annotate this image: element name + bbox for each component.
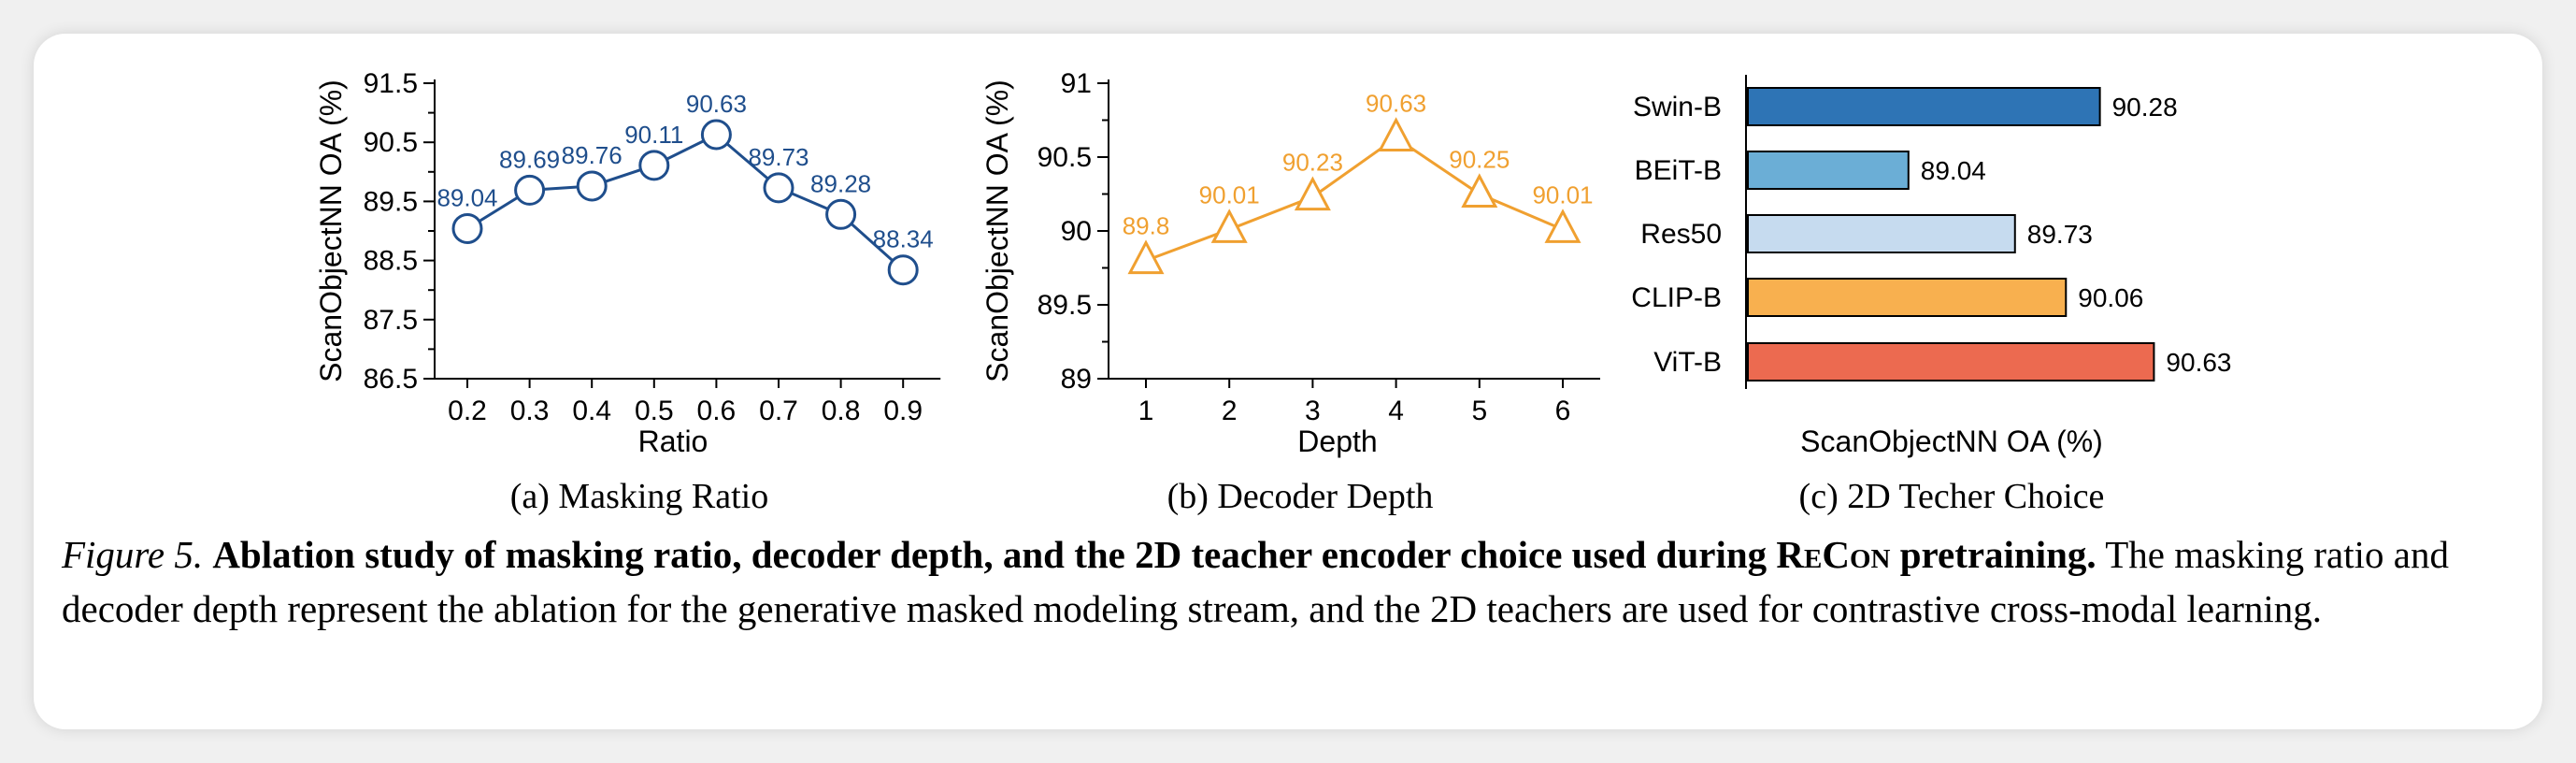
y-tick-label: 90 [1061, 216, 1092, 247]
data-label: 90.63 [1366, 89, 1426, 117]
x-axis-label: Depth [1297, 425, 1377, 458]
figure-caption: Figure 5. Ablation study of masking rati… [62, 527, 2529, 636]
data-label: 90.01 [1532, 180, 1593, 209]
caption-body: The masking ratio and decoder depth repr… [62, 533, 2449, 630]
data-point-marker [1127, 239, 1165, 275]
category-label: ViT-B [1653, 347, 1722, 378]
x-tick-label: 4 [1388, 396, 1404, 426]
data-point-marker [825, 198, 857, 230]
y-tick-label: 91.5 [364, 68, 418, 99]
y-tick-label: 89.5 [1038, 290, 1092, 321]
data-label: 90.06 [2078, 283, 2143, 312]
data-label: 90.01 [1199, 180, 1260, 209]
data-point-marker [514, 174, 546, 206]
data-label: 89.8 [1123, 212, 1170, 240]
x-tick-label: 1 [1138, 396, 1154, 426]
bar [1747, 342, 2155, 382]
x-tick-label: 0.4 [572, 396, 611, 426]
bar [1747, 87, 2101, 126]
bar [1747, 151, 1910, 190]
x-tick-label: 0.3 [510, 396, 550, 426]
data-label: 90.25 [1449, 146, 1510, 174]
data-point-marker [887, 254, 919, 286]
subcaption: (b) Decoder Depth [1167, 477, 1434, 516]
caption-recon: ReCon [1776, 533, 1891, 576]
y-tick-label: 91 [1061, 68, 1092, 99]
category-label: BEiT-B [1635, 155, 1722, 186]
x-tick-label: 0.2 [448, 396, 487, 426]
x-tick-label: 5 [1471, 396, 1487, 426]
x-tick-label: 0.6 [697, 396, 737, 426]
data-label: 89.73 [748, 143, 809, 171]
data-label: 89.69 [499, 145, 560, 173]
subcaption: (c) 2D Techer Choice [1799, 477, 2105, 516]
data-label: 90.63 [2166, 348, 2231, 377]
data-point-marker [638, 150, 670, 181]
data-point-marker [1294, 176, 1331, 211]
data-label: 89.76 [562, 141, 623, 169]
y-tick-label: 90.5 [364, 127, 418, 158]
data-label: 89.73 [2027, 220, 2093, 249]
x-axis-label: ScanObjectNN OA (%) [1800, 425, 2103, 458]
data-label: 90.63 [686, 90, 747, 118]
caption-title-part1: Ablation study of masking ratio, decoder… [212, 533, 1777, 576]
x-tick-label: 3 [1305, 396, 1321, 426]
category-label: Res50 [1640, 219, 1722, 250]
data-point-marker [576, 170, 608, 202]
data-point-marker [1210, 209, 1248, 243]
x-tick-label: 0.9 [883, 396, 923, 426]
data-point-marker [1461, 173, 1498, 208]
data-label: 88.34 [873, 225, 934, 253]
data-label: 90.23 [1282, 149, 1343, 177]
y-tick-label: 89.5 [364, 186, 418, 217]
caption-title-part2: pretraining. [1890, 533, 2097, 576]
data-point-marker [700, 119, 732, 151]
x-tick-label: 6 [1555, 396, 1571, 426]
data-point-marker [1378, 117, 1415, 151]
data-label: 89.04 [1921, 156, 1986, 185]
x-tick-label: 0.5 [635, 396, 674, 426]
y-tick-label: 90.5 [1038, 142, 1092, 173]
data-label: 89.28 [810, 169, 871, 197]
category-label: Swin-B [1633, 92, 1722, 122]
data-point-marker [763, 172, 794, 204]
y-tick-label: 88.5 [364, 246, 418, 277]
y-axis-label: ScanObjectNN OA (%) [980, 79, 1014, 382]
bar [1747, 278, 2068, 317]
y-tick-label: 87.5 [364, 305, 418, 336]
data-label: 90.11 [624, 121, 683, 149]
caption-label: Figure 5. [62, 533, 204, 576]
subcaption: (a) Masking Ratio [510, 477, 769, 516]
data-label: 90.28 [2112, 93, 2178, 122]
data-point-marker [1544, 209, 1581, 243]
x-tick-label: 0.8 [822, 396, 861, 426]
y-tick-label: 89 [1061, 364, 1092, 395]
x-tick-label: 0.7 [759, 396, 798, 426]
y-tick-label: 86.5 [364, 364, 418, 395]
x-axis-label: Ratio [638, 425, 708, 458]
category-label: CLIP-B [1631, 282, 1722, 313]
data-label: 89.04 [436, 183, 497, 211]
y-axis-label: ScanObjectNN OA (%) [314, 79, 348, 382]
bar [1747, 214, 2016, 253]
data-point-marker [451, 212, 483, 244]
x-tick-label: 2 [1222, 396, 1238, 426]
